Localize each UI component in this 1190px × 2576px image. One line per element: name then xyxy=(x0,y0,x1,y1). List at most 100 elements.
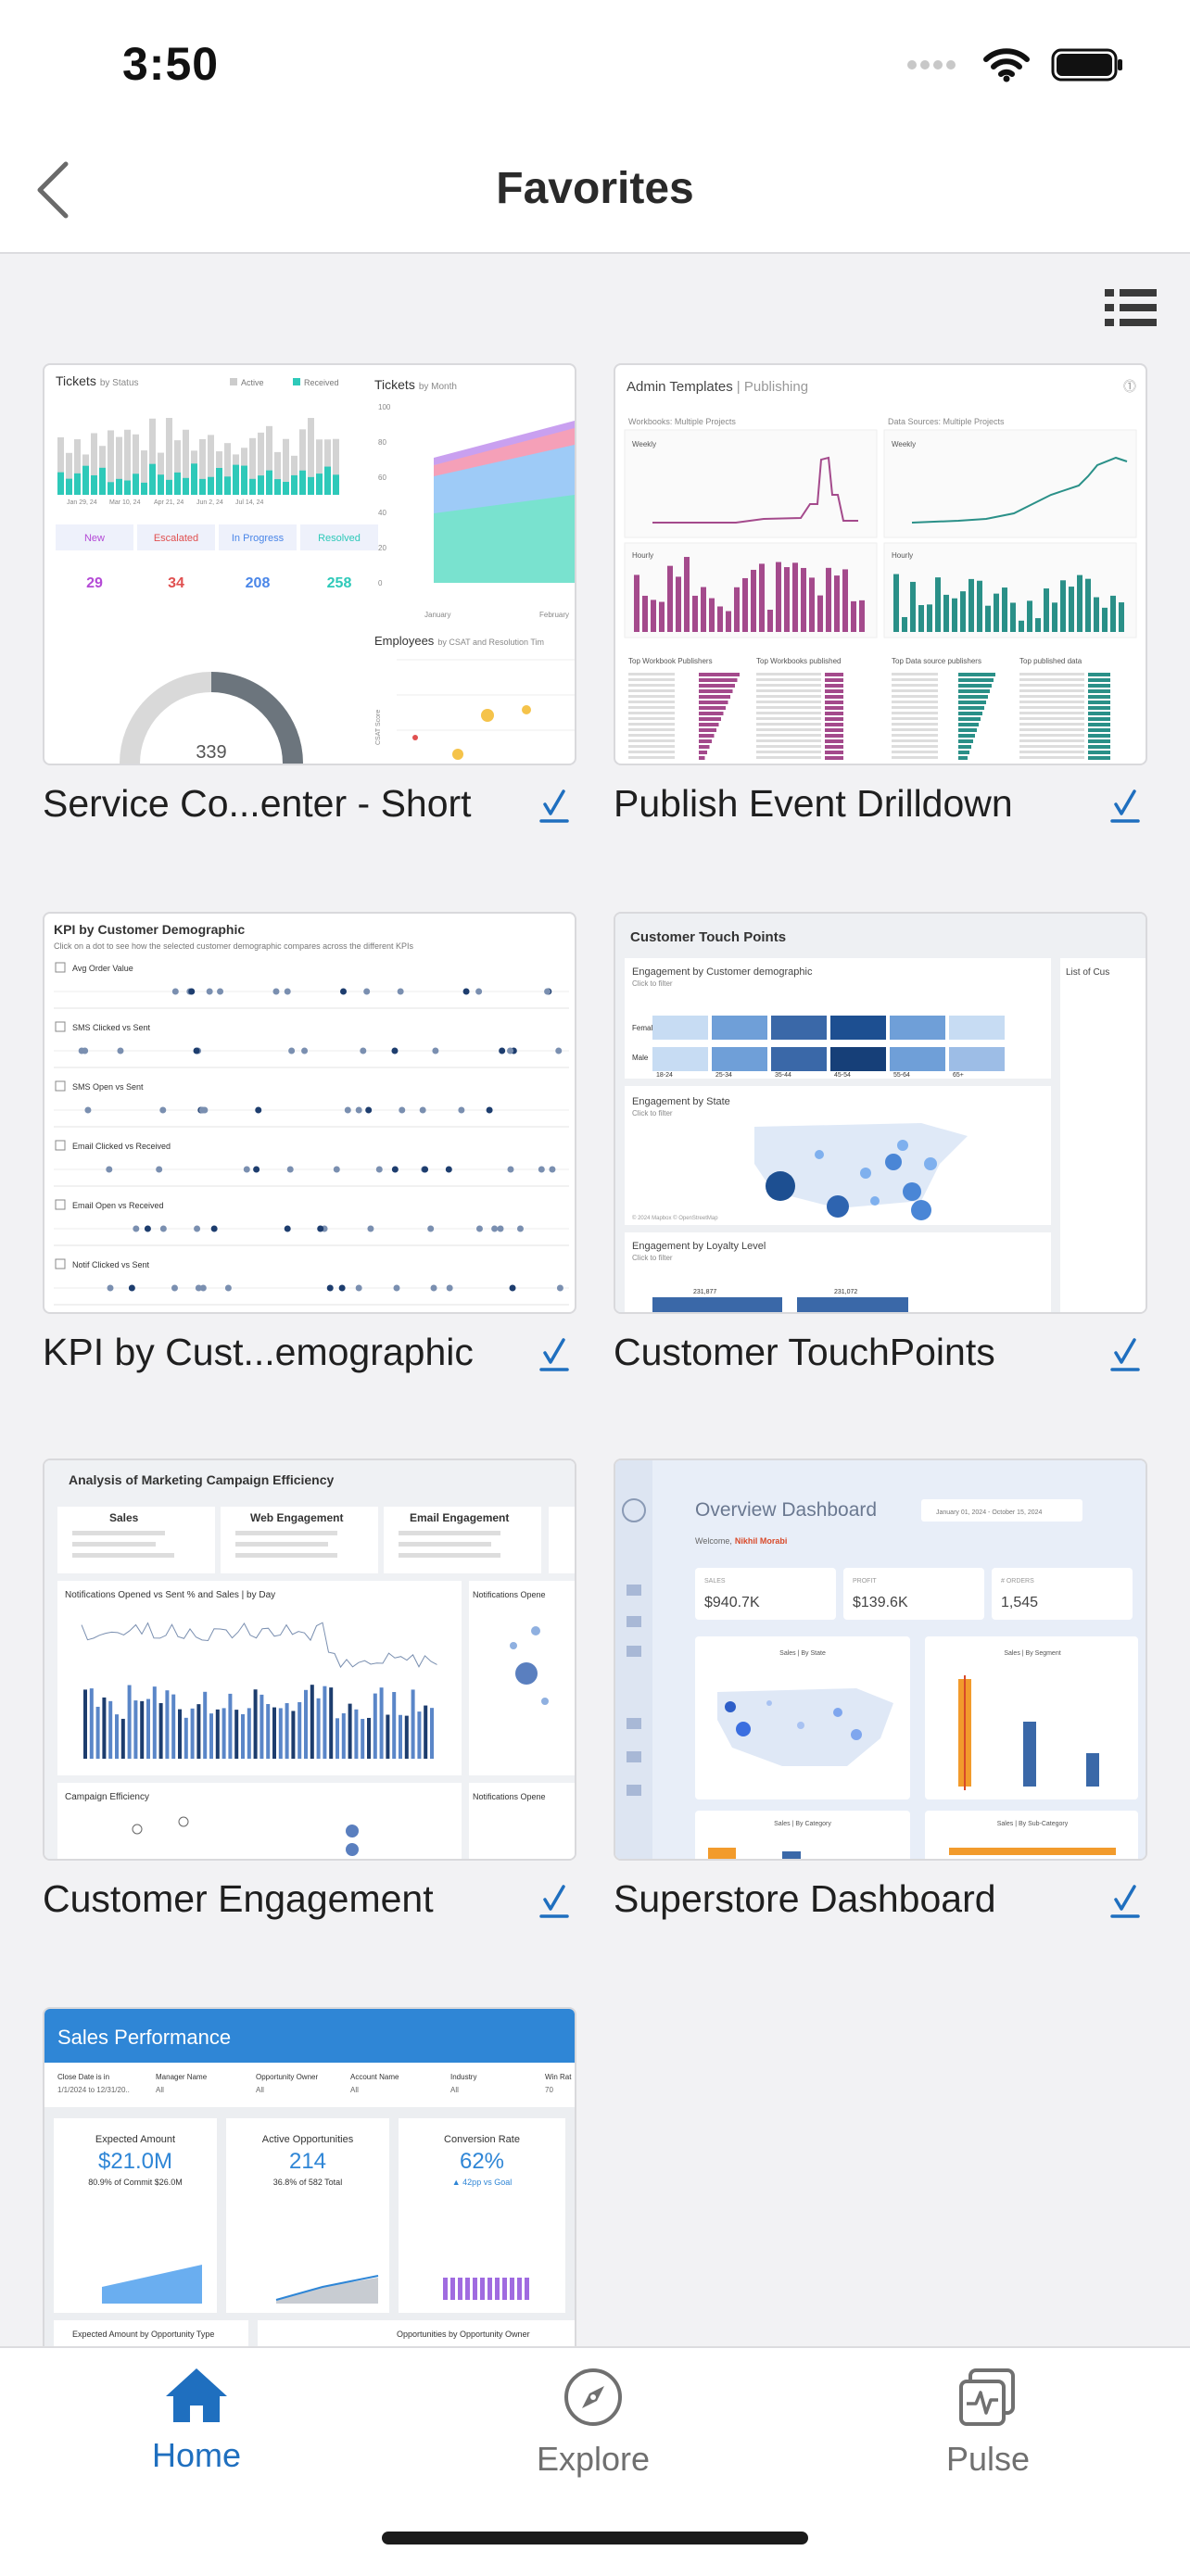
decor-line xyxy=(628,695,675,698)
favorite-check-icon[interactable] xyxy=(538,788,571,825)
list-view-button[interactable] xyxy=(1103,284,1158,332)
svg-text:Top published data: Top published data xyxy=(1019,657,1082,665)
svg-text:70: 70 xyxy=(545,2086,553,2094)
decor-dot xyxy=(188,988,196,995)
decor-line xyxy=(892,751,938,753)
favorite-check-icon[interactable] xyxy=(1108,788,1142,825)
card-title[interactable]: Superstore Dashboard xyxy=(614,1877,996,1920)
favorite-check-icon[interactable] xyxy=(538,1883,571,1920)
decor-bar xyxy=(304,1689,308,1759)
decor-bar xyxy=(283,438,289,495)
pulse-icon xyxy=(959,2368,1015,2426)
decor-cell xyxy=(771,1016,827,1040)
tab-home[interactable]: Home xyxy=(85,2367,308,2475)
decor-dot xyxy=(427,1225,435,1232)
favorite-card-touchpoints[interactable]: Customer Touch Points Engagement by Cust… xyxy=(614,912,1147,1373)
decor-dot xyxy=(555,1047,563,1054)
decor-bar xyxy=(825,723,843,726)
decor-line xyxy=(1019,695,1084,698)
decor-bar xyxy=(465,2278,470,2300)
tab-bar: Home Explore Pulse xyxy=(0,2346,1190,2576)
decor-bar xyxy=(1088,745,1110,749)
decor-bar xyxy=(1102,607,1108,632)
card-thumbnail[interactable]: KPI by Customer Demographic Click on a d… xyxy=(43,912,576,1314)
svg-text:Manager Name: Manager Name xyxy=(156,2073,208,2081)
decor-bar xyxy=(826,567,831,632)
favorite-card-engagement[interactable]: Analysis of Marketing Campaign Efficienc… xyxy=(43,1458,576,1920)
decor-line xyxy=(756,678,821,681)
decor-bar xyxy=(241,465,247,495)
decor-bar xyxy=(851,600,856,632)
svg-text:208: 208 xyxy=(246,575,271,591)
svg-text:Opportunities by Opportunity O: Opportunities by Opportunity Owner xyxy=(397,2330,530,2339)
decor-bar xyxy=(927,604,932,632)
decor-line xyxy=(1019,723,1084,726)
card-title[interactable]: Customer Engagement xyxy=(43,1877,434,1920)
decor-bar xyxy=(642,595,648,632)
svg-text:100: 100 xyxy=(378,403,391,411)
decor-bar xyxy=(960,591,966,632)
decor-line xyxy=(892,684,938,687)
decor-bar xyxy=(958,678,994,682)
svg-text:Notifications Opene: Notifications Opene xyxy=(473,1792,546,1801)
decor-dot xyxy=(419,1106,426,1114)
decor-bar xyxy=(66,452,72,495)
favorite-card-publish[interactable]: Admin Templates | Publishing ⓵ Workbooks:… xyxy=(614,363,1147,825)
card-title[interactable]: Customer TouchPoints xyxy=(614,1331,995,1373)
favorite-card-service[interactable]: Tickets by Status Active Received Jan 29,… xyxy=(43,363,576,825)
decor-bar xyxy=(1088,684,1110,688)
decor-bar xyxy=(1094,597,1099,632)
decor-bar xyxy=(825,756,843,760)
decor-line xyxy=(756,712,821,714)
decor-bar xyxy=(183,429,189,495)
decor-dot xyxy=(432,1047,439,1054)
decor-bar xyxy=(373,1693,377,1759)
svg-text:Escalated: Escalated xyxy=(154,533,198,544)
card-thumbnail[interactable]: Analysis of Marketing Campaign Efficienc… xyxy=(43,1458,576,1861)
svg-text:Jan 29, 24: Jan 29, 24 xyxy=(67,499,97,506)
favorite-card-kpi[interactable]: KPI by Customer Demographic Click on a d… xyxy=(43,912,576,1373)
decor-bar xyxy=(274,451,281,495)
card-title[interactable]: Service Co...enter - Short xyxy=(43,782,472,825)
card-title[interactable]: KPI by Cust...emographic xyxy=(43,1331,474,1373)
svg-text:New: New xyxy=(84,533,105,544)
favorite-card-superstore[interactable]: Overview Dashboard January 01, 2024 - Oc… xyxy=(614,1458,1147,1920)
favorite-check-icon[interactable] xyxy=(538,1336,571,1373)
decor-bar xyxy=(379,1687,384,1759)
tab-explore[interactable]: Explore xyxy=(482,2367,704,2479)
decor-bar xyxy=(699,678,738,682)
decor-dot xyxy=(159,1225,167,1232)
svg-text:25-34: 25-34 xyxy=(715,1072,732,1079)
tab-pulse[interactable]: Pulse xyxy=(877,2367,1099,2479)
svg-text:60: 60 xyxy=(378,474,386,482)
decor-line xyxy=(628,751,675,753)
decor-line xyxy=(892,673,938,676)
decor-bar xyxy=(116,478,122,495)
decor-dot xyxy=(391,1047,399,1054)
card-thumbnail[interactable]: Admin Templates | Publishing ⓵ Workbooks:… xyxy=(614,363,1147,765)
favorite-check-icon[interactable] xyxy=(1108,1336,1142,1373)
decor-bar xyxy=(502,2278,507,2300)
card-thumbnail[interactable]: Tickets by Status Active Received Jan 29,… xyxy=(43,363,576,765)
decor-bar xyxy=(1019,620,1024,632)
decor-bar xyxy=(1088,723,1110,726)
svg-text:Campaign Efficiency: Campaign Efficiency xyxy=(65,1792,149,1802)
card-title[interactable]: Publish Event Drilldown xyxy=(614,782,1013,825)
svg-text:PROFIT: PROFIT xyxy=(853,1578,877,1585)
decor-dot xyxy=(549,1166,556,1173)
svg-text:$940.7K: $940.7K xyxy=(704,1595,760,1610)
card-thumbnail[interactable]: Customer Touch Points Engagement by Cust… xyxy=(614,912,1147,1314)
decor-bar xyxy=(216,467,222,495)
decor-bar xyxy=(399,1714,402,1759)
svg-text:Engagement by Loyalty Level: Engagement by Loyalty Level xyxy=(632,1241,766,1252)
decor-line xyxy=(628,717,675,720)
back-button[interactable] xyxy=(20,158,85,222)
decor-bar xyxy=(776,562,781,632)
card-thumbnail[interactable]: Overview Dashboard January 01, 2024 - Oc… xyxy=(614,1458,1147,1861)
decor-bar xyxy=(834,575,840,632)
favorite-check-icon[interactable] xyxy=(1108,1883,1142,1920)
decor-dot xyxy=(243,1166,250,1173)
decor-bar xyxy=(184,1717,188,1759)
decor-line xyxy=(1019,717,1084,720)
decor-bar xyxy=(458,2278,462,2300)
